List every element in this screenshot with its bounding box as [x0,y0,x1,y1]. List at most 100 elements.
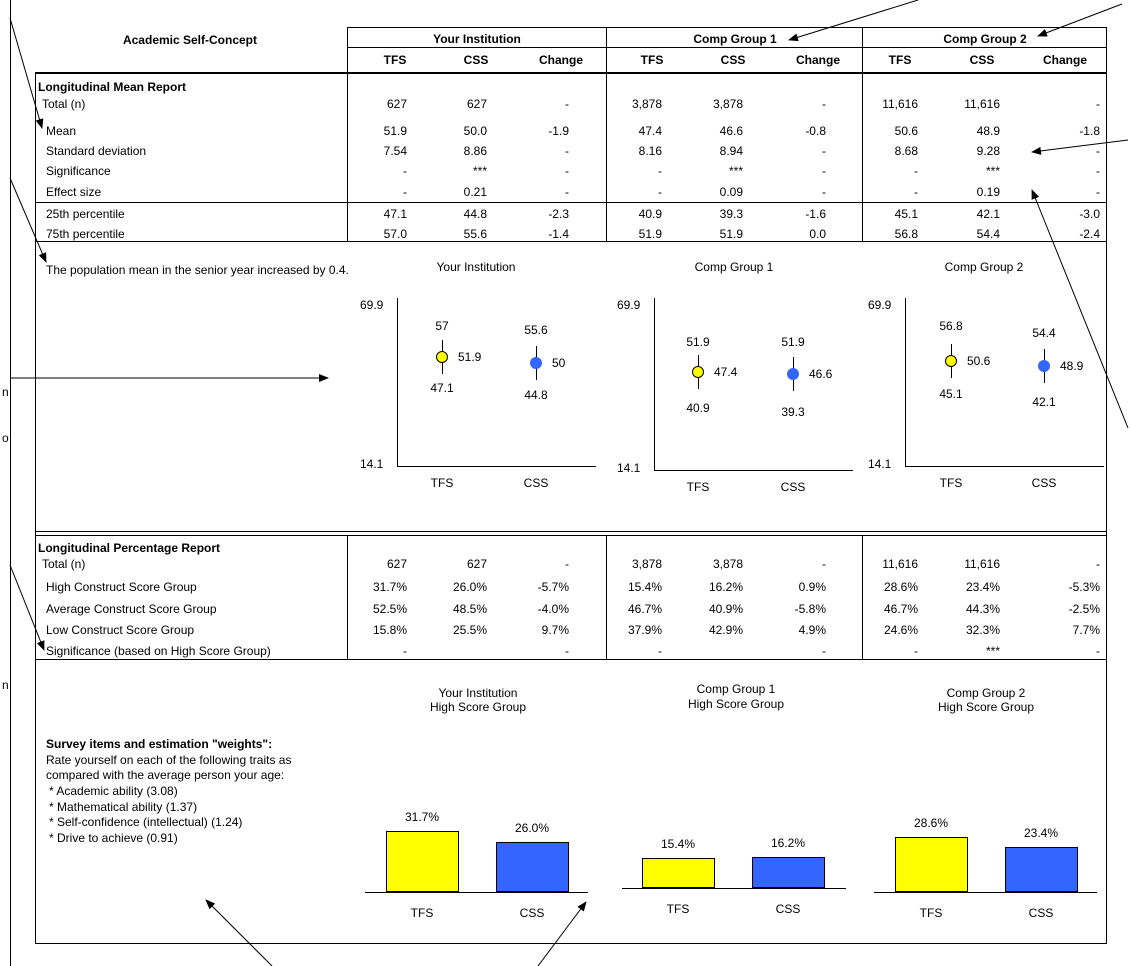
table-cell: *** [985,644,1000,658]
y-axis-max-label: 69.9 [360,298,384,312]
table-cell: - [822,557,826,571]
table-cell: -1.4 [548,227,569,241]
table-cell: 51.9 [638,227,662,241]
table-cell: 51.9 [383,124,407,138]
x-category-label: TFS [430,476,454,490]
table-cell: - [658,644,662,658]
table-cell: 42.9% [708,623,743,637]
table-cell: 46.7% [883,602,918,616]
p25-label: 39.3 [781,405,805,420]
css-bar [752,856,825,888]
chart-subtitle: High Score Group [937,700,1035,714]
y-axis-max-label: 69.9 [868,298,892,312]
subheader-change: Change [538,53,583,67]
table-cell: 25.5% [452,623,487,637]
report-right-border [1106,27,1107,943]
table-cell: -3.0 [1079,207,1100,221]
table-cell: 54.4 [976,227,1000,241]
table-cell: - [565,144,569,158]
row-label: Mean [46,124,77,138]
table-cell: - [565,164,569,178]
mean-report-title: Longitudinal Mean Report [38,80,186,94]
table-cell: 46.6 [719,124,743,138]
table-cell: *** [985,164,1000,178]
margin-fragment: n [2,385,9,399]
survey-intro-line: Rate yourself on each of the following t… [46,753,292,767]
table-cell: 8.94 [719,144,743,158]
p75-label: 56.8 [939,319,963,334]
table-cell: -5.3% [1068,580,1100,594]
y-axis [654,298,655,470]
x-category-label: TFS [666,902,690,916]
row-label: 25th percentile [46,207,125,221]
table-cell: 8.86 [463,144,487,158]
p75-label: 51.9 [686,334,710,349]
report-left-border [35,73,36,943]
chart-title: Comp Group 2 [944,260,1024,274]
report-bottom-border [35,943,1107,944]
table-cell: - [914,164,918,178]
subheader-css: CSS [720,53,746,67]
y-axis-min-label: 14.1 [868,457,892,471]
group-header-your-institution: Your Institution [433,32,521,46]
table-cell: 56.8 [894,227,918,241]
table-cell: 3,878 [631,97,662,111]
y-axis [397,298,398,466]
table-cell: 0.9% [798,580,826,594]
table-cell: 627 [386,557,407,571]
tfs-mean-marker [436,351,448,364]
table-cell: 57.0 [383,227,407,241]
y-axis-min-label: 14.1 [617,461,641,475]
row-label: Significance [46,164,111,178]
p25-label: 44.8 [524,387,548,402]
survey-item: * Self-confidence (intellectual) (1.24) [49,815,243,829]
row-label: Significance (based on High Score Group) [46,644,271,658]
table-cell: 11,616 [882,97,918,111]
bar-value-label: 23.4% [1023,825,1059,840]
subheader-change: Change [795,53,840,67]
subheader-css: CSS [969,53,995,67]
p25-label: 47.1 [430,380,454,395]
subheader-tfs: TFS [383,53,407,67]
table-cell: - [403,164,407,178]
table-cell: *** [728,164,743,178]
x-axis [874,892,1097,893]
table-cell: 3,878 [712,557,743,571]
table-cell: 44.8 [463,207,487,221]
table-cell: - [565,185,569,199]
col-separator [606,535,607,660]
chart-title: Comp Group 1 [696,682,776,696]
table-cell: - [822,644,826,658]
row-label: Total (n) [42,557,86,571]
css-bar [1005,846,1078,892]
x-category-label: CSS [519,906,545,920]
table-cell: 15.8% [372,623,407,637]
table-cell: -0.8 [805,124,826,138]
x-category-label: TFS [686,480,710,494]
table-cell: 8.16 [638,144,662,158]
row-label: 75th percentile [46,227,125,241]
bar-value-label: 15.4% [660,837,696,852]
survey-intro-line: compared with the average person your ag… [46,768,285,782]
tfs-mean-marker [692,365,704,378]
p75-label: 57 [435,318,449,333]
table-cell: 48.5% [452,602,487,616]
x-category-label: TFS [939,476,963,490]
tfs-bar [642,858,715,888]
row-label: High Construct Score Group [46,580,197,594]
table-cell: 51.9 [719,227,743,241]
x-axis [622,888,846,889]
mean-table-bottom-line [35,241,1107,242]
row-label: Standard deviation [46,144,147,158]
chart-subtitle: High Score Group [429,700,527,714]
table-cell: -5.7% [537,580,569,594]
table-cell: - [1096,97,1100,111]
x-axis [654,470,853,471]
col-separator [862,535,863,660]
subheader-css: CSS [463,53,489,67]
table-cell: - [1096,557,1100,571]
chart-title: Your Institution [438,686,518,700]
css-mean-marker [1038,359,1050,372]
mean-label: 50.6 [967,353,991,368]
table-cell: -2.4 [1079,227,1100,241]
